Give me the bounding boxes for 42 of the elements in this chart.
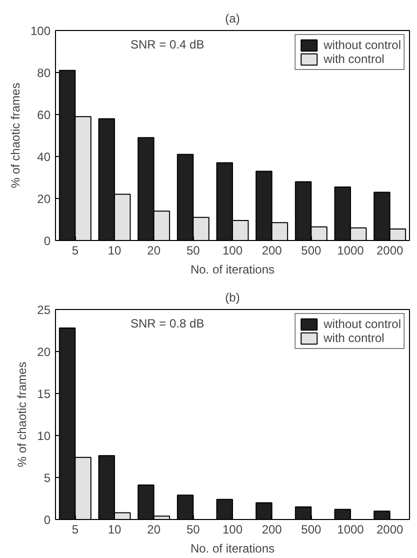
x-tick-label: 500 (301, 522, 322, 536)
y-tick-label: 40 (37, 150, 51, 164)
x-axis-title: No. of iterations (190, 542, 275, 556)
legend-label: without control (324, 38, 401, 52)
legend-label: with control (324, 331, 384, 345)
x-tick-label: 100 (222, 522, 243, 536)
x-tick-label: 1000 (337, 522, 364, 536)
chart-title: (b) (225, 290, 240, 304)
x-tick-label: 50 (186, 244, 200, 258)
y-tick-label: 100 (30, 24, 51, 38)
y-tick-label: 20 (37, 192, 51, 206)
y-tick-label: 80 (37, 66, 51, 80)
x-tick-label: 2000 (376, 522, 404, 536)
legend-label: without control (324, 317, 401, 331)
y-tick-label: 60 (37, 108, 51, 122)
x-tick-label: 200 (262, 522, 282, 536)
x-tick-label: 500 (301, 244, 322, 258)
y-tick-label: 5 (44, 471, 51, 485)
x-tick-label: 1000 (337, 244, 364, 258)
y-axis-title: % of chaotic frames (15, 362, 30, 468)
x-tick-label: 5 (72, 522, 79, 536)
x-axis-title: No. of iterations (190, 262, 275, 276)
x-tick-label: 200 (262, 244, 282, 258)
y-tick-label: 15 (37, 387, 51, 401)
legend-label: with control (324, 52, 384, 66)
x-tick-label: 50 (186, 522, 200, 536)
x-tick-label: 2000 (376, 244, 404, 258)
x-tick-label: 10 (108, 244, 122, 258)
x-tick-label: 20 (147, 244, 161, 258)
y-tick-label: 10 (37, 429, 51, 443)
y-tick-label: 0 (44, 513, 51, 527)
x-tick-label: 20 (147, 522, 161, 536)
y-tick-label: 0 (44, 234, 51, 248)
x-tick-label: 10 (108, 522, 122, 536)
annotation: SNR = 0.8 dB (130, 316, 204, 330)
chart-title: (a) (225, 12, 240, 26)
y-tick-label: 25 (37, 303, 51, 317)
x-tick-label: 5 (72, 244, 79, 258)
y-tick-label: 20 (37, 345, 51, 359)
y-axis-title: % of chaotic frames (8, 82, 22, 188)
x-tick-label: 100 (222, 244, 243, 258)
annotation: SNR = 0.4 dB (130, 38, 204, 52)
